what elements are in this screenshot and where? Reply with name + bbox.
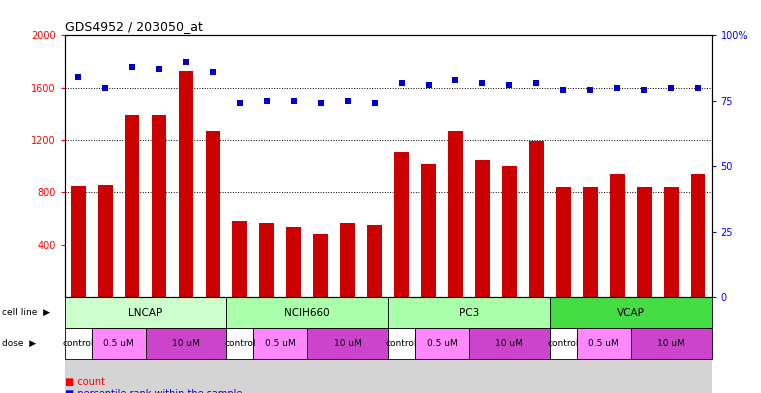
Text: cell line  ▶: cell line ▶ [2, 308, 49, 317]
Point [638, 87, 650, 94]
Text: LNCAP: LNCAP [129, 308, 163, 318]
Point [692, 84, 704, 91]
Text: VCAP: VCAP [616, 308, 645, 318]
Text: ■ count: ■ count [65, 377, 105, 387]
Bar [664, 187, 679, 297]
Text: ■ percentile rank within the sample: ■ percentile rank within the sample [65, 389, 242, 393]
Bar [415, 328, 469, 359]
Bar [65, 297, 227, 328]
Bar [314, 234, 328, 297]
Bar [97, 185, 113, 297]
Text: 0.5 uM: 0.5 uM [427, 339, 457, 348]
Bar [610, 174, 625, 297]
Point [180, 59, 192, 65]
Point [153, 66, 165, 73]
Point [557, 87, 569, 94]
Bar [550, 297, 712, 328]
Point [368, 100, 380, 107]
Point [342, 98, 354, 104]
Bar [502, 166, 517, 297]
Point [503, 82, 515, 88]
Bar [91, 328, 145, 359]
Text: control: control [548, 339, 579, 348]
Point [261, 98, 273, 104]
Bar [205, 131, 221, 297]
Point [611, 84, 623, 91]
Text: 10 uM: 10 uM [172, 339, 200, 348]
Bar [232, 221, 247, 297]
Point [126, 64, 139, 70]
Text: 0.5 uM: 0.5 uM [103, 339, 134, 348]
Bar [151, 115, 167, 297]
Bar [583, 187, 597, 297]
Bar [125, 115, 139, 297]
Bar [253, 328, 307, 359]
Bar [631, 328, 712, 359]
Bar [145, 328, 227, 359]
Bar [286, 226, 301, 297]
Bar [637, 187, 651, 297]
Text: control: control [62, 339, 94, 348]
Point [530, 79, 543, 86]
Point [450, 77, 462, 83]
Bar [448, 131, 463, 297]
Point [99, 84, 111, 91]
Point [207, 69, 219, 75]
Text: 10 uM: 10 uM [658, 339, 685, 348]
Bar [260, 222, 274, 297]
Point [422, 82, 435, 88]
Text: GDS4952 / 203050_at: GDS4952 / 203050_at [65, 20, 202, 33]
Text: 0.5 uM: 0.5 uM [265, 339, 296, 348]
Bar [71, 186, 85, 297]
Point [476, 79, 489, 86]
Bar [529, 141, 544, 297]
Bar [388, 297, 550, 328]
Bar [65, 328, 91, 359]
Text: 10 uM: 10 uM [334, 339, 361, 348]
Bar [577, 328, 631, 359]
Bar [388, 328, 415, 359]
Bar [368, 224, 382, 297]
Text: control: control [386, 339, 417, 348]
Bar [556, 187, 571, 297]
Bar [469, 328, 550, 359]
Text: control: control [224, 339, 256, 348]
Point [314, 100, 326, 107]
Point [396, 79, 408, 86]
Bar [421, 163, 436, 297]
Bar [340, 222, 355, 297]
Bar [227, 297, 388, 328]
Text: dose  ▶: dose ▶ [2, 339, 36, 348]
Bar [550, 328, 577, 359]
Bar [394, 152, 409, 297]
Text: 0.5 uM: 0.5 uM [588, 339, 619, 348]
Bar [307, 328, 388, 359]
Point [234, 100, 246, 107]
Point [72, 74, 84, 81]
Text: PC3: PC3 [459, 308, 479, 318]
Bar [227, 328, 253, 359]
Text: NCIH660: NCIH660 [285, 308, 330, 318]
Bar [691, 174, 705, 297]
Point [584, 87, 597, 94]
Point [288, 98, 300, 104]
Bar [475, 160, 490, 297]
Bar [179, 71, 193, 297]
Text: 10 uM: 10 uM [495, 339, 524, 348]
Point [665, 84, 677, 91]
